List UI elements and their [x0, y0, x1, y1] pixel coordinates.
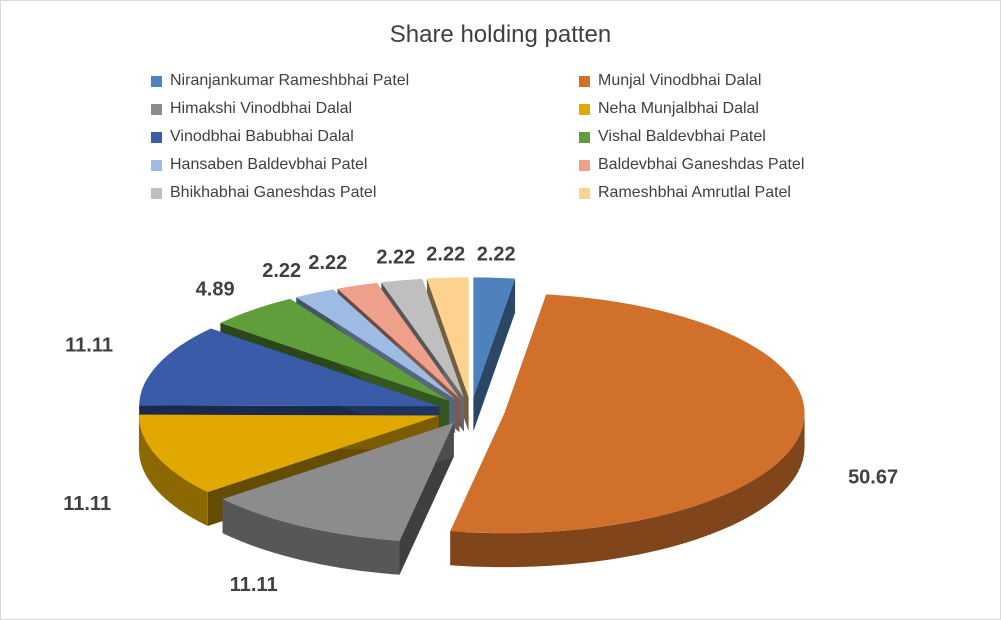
- data-label: 11.11: [63, 493, 111, 515]
- data-label: 50.67: [848, 466, 898, 488]
- slice-top: [473, 277, 516, 398]
- slice-top: [220, 298, 449, 401]
- legend-swatch: [579, 103, 590, 115]
- data-label: 11.11: [65, 335, 113, 357]
- slice-top: [426, 277, 469, 398]
- legend-item: Rameshbhai Amrutlal Patel: [579, 182, 791, 204]
- legend-swatch: [151, 131, 162, 143]
- legend-label: Munjal Vinodbhai Dalal: [598, 72, 762, 89]
- data-label: 2.22: [308, 252, 347, 274]
- slice-wall: [473, 278, 516, 432]
- legend-swatch: [579, 75, 590, 87]
- legend-swatch: [151, 103, 162, 115]
- legend-label: Himakshi Vinodbhai Dalal: [170, 100, 353, 117]
- data-label: 11.11: [230, 574, 278, 596]
- data-label: 2.22: [426, 244, 465, 266]
- legend-swatch: [579, 187, 590, 199]
- legend-label: Rameshbhai Amrutlal Patel: [598, 184, 791, 201]
- slice-top: [381, 278, 464, 398]
- legend-label: Vinodbhai Babubhai Dalal: [170, 128, 354, 145]
- legend-item: Munjal Vinodbhai Dalal: [579, 70, 761, 92]
- legend-item: Vinodbhai Babubhai Dalal: [151, 126, 354, 148]
- slice-top: [337, 282, 460, 399]
- legend-swatch: [151, 159, 162, 171]
- legend-item: Baldevbhai Ganeshdas Patel: [579, 154, 804, 176]
- legend-item: Himakshi Vinodbhai Dalal: [151, 98, 352, 120]
- pie-slice: [450, 294, 805, 568]
- data-label: 2.22: [477, 244, 516, 266]
- legend-item: Hansaben Baldevbhai Patel: [151, 154, 367, 176]
- slice-top: [138, 414, 439, 493]
- legend-label: Niranjankumar Rameshbhai Patel: [170, 72, 410, 89]
- legend-label: Bhikhabhai Ganeshdas Patel: [170, 184, 377, 201]
- legend: Niranjankumar Rameshbhai Patel Munjal Vin…: [151, 70, 851, 210]
- slice-side: [222, 499, 400, 575]
- slice-top: [296, 289, 456, 399]
- legend-swatch: [579, 159, 590, 171]
- pie-slice: [222, 422, 454, 575]
- legend-label: Hansaben Baldevbhai Patel: [170, 156, 368, 173]
- slice-top: [222, 422, 454, 541]
- legend-label: Baldevbhai Ganeshdas Patel: [598, 156, 805, 173]
- legend-item: Niranjankumar Rameshbhai Patel: [151, 70, 409, 92]
- legend-item: Bhikhabhai Ganeshdas Patel: [151, 182, 376, 204]
- data-label: 2.22: [262, 260, 301, 282]
- legend-swatch: [151, 75, 162, 87]
- slice-side: [138, 415, 208, 527]
- legend-item: Vishal Baldevbhai Patel: [579, 126, 766, 148]
- chart-title: Share holding patten: [389, 21, 612, 48]
- slice-side: [450, 413, 805, 568]
- pie-slice: [473, 277, 516, 432]
- legend-label: Neha Munjalbhai Dalal: [598, 100, 759, 117]
- slice-top: [139, 328, 440, 407]
- legend-swatch: [151, 187, 162, 199]
- legend-label: Vishal Baldevbhai Patel: [598, 128, 766, 145]
- data-label: 4.89: [196, 278, 235, 300]
- slice-top: [450, 294, 805, 534]
- legend-swatch: [579, 131, 590, 143]
- data-label: 2.22: [376, 246, 415, 268]
- legend-item: Neha Munjalbhai Dalal: [579, 98, 759, 120]
